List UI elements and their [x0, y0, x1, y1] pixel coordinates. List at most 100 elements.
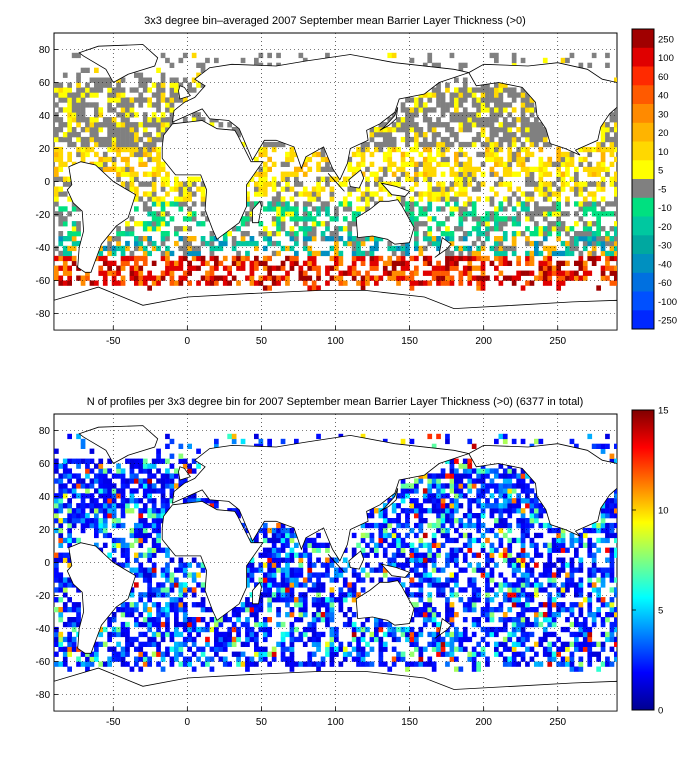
data-cell: [538, 122, 544, 128]
data-cell: [67, 621, 72, 628]
data-cell: [289, 582, 295, 588]
data-cell: [507, 542, 513, 548]
data-cell: [302, 552, 308, 558]
data-cell: [538, 231, 544, 237]
data-cell: [605, 211, 610, 217]
data-cell: [405, 493, 410, 499]
data-cell: [325, 211, 330, 217]
data-cell: [138, 458, 144, 464]
data-cell: [449, 141, 455, 148]
data-cell: [147, 250, 152, 257]
data-cell: [458, 127, 464, 133]
data-cell: [427, 498, 433, 504]
data-cell: [498, 97, 504, 103]
data-cell: [102, 493, 108, 499]
data-cell: [525, 567, 530, 573]
data-cell: [374, 245, 379, 252]
data-cell: [94, 127, 99, 133]
data-cell: [360, 151, 366, 158]
data-cell: [138, 72, 144, 78]
data-cell: [614, 132, 617, 138]
data-cell: [427, 617, 433, 623]
colorbar-label: 5: [658, 166, 663, 177]
data-cell: [436, 478, 441, 484]
data-cell: [614, 621, 617, 628]
data-cell: [311, 636, 317, 643]
data-cell: [182, 636, 188, 643]
data-cell: [480, 468, 486, 474]
data-cell: [547, 245, 553, 252]
data-cell: [338, 567, 344, 573]
data-cell: [609, 245, 615, 252]
data-cell: [174, 87, 179, 93]
data-cell: [134, 72, 139, 78]
data-cell: [178, 57, 184, 64]
data-cell: [67, 631, 72, 638]
data-cell: [267, 607, 272, 613]
data-cell: [125, 112, 130, 118]
data-cell: [151, 458, 157, 464]
data-cell: [267, 592, 272, 598]
data-cell: [271, 221, 277, 227]
data-cell: [582, 196, 588, 202]
data-cell: [494, 112, 499, 118]
data-cell: [271, 562, 277, 568]
data-cell: [436, 552, 441, 558]
data-cell: [271, 532, 277, 539]
data-cell: [200, 651, 206, 657]
data-cell: [471, 265, 477, 271]
data-cell: [187, 498, 192, 504]
data-cell: [431, 171, 437, 177]
data-cell: [440, 136, 446, 143]
data-cell: [329, 592, 335, 598]
data-cell: [320, 661, 326, 667]
data-cell: [120, 166, 126, 172]
data-cell: [534, 250, 539, 257]
data-cell: [67, 112, 72, 118]
data-cell: [458, 641, 464, 647]
data-cell: [542, 567, 548, 573]
data-cell: [351, 552, 357, 558]
data-cell: [160, 201, 166, 207]
data-cell: [120, 562, 126, 568]
data-cell: [529, 592, 535, 598]
data-cell: [116, 171, 121, 177]
data-cell: [302, 582, 308, 588]
data-cell: [418, 562, 424, 568]
data-cell: [516, 473, 521, 479]
data-cell: [125, 166, 130, 172]
data-cell: [440, 161, 446, 167]
data-cell: [254, 537, 259, 544]
data-cell: [374, 522, 379, 529]
data-cell: [431, 666, 437, 672]
data-cell: [147, 141, 152, 148]
data-cell: [120, 537, 126, 544]
data-cell: [587, 577, 593, 583]
data-cell: [462, 617, 468, 623]
data-cell: [200, 117, 206, 123]
data-cell: [98, 141, 104, 148]
data-cell: [600, 166, 606, 172]
data-cell: [191, 587, 197, 593]
data-cell: [205, 280, 210, 286]
data-cell: [485, 226, 490, 232]
data-cell: [320, 542, 326, 548]
data-cell: [289, 552, 295, 558]
data-cell: [547, 275, 553, 281]
data-cell: [98, 458, 104, 464]
data-cell: [387, 141, 393, 148]
data-cell: [311, 196, 317, 202]
data-cell: [476, 478, 481, 484]
data-cell: [525, 136, 530, 143]
data-cell: [449, 250, 455, 257]
data-cell: [462, 141, 468, 148]
data-cell: [102, 661, 108, 667]
data-cell: [449, 52, 455, 59]
data-cell: [609, 522, 615, 529]
data-cell: [62, 221, 68, 227]
data-cell: [227, 636, 232, 643]
data-cell: [574, 592, 579, 598]
data-cell: [520, 498, 526, 504]
data-cell: [591, 221, 597, 227]
data-cell: [102, 141, 108, 148]
